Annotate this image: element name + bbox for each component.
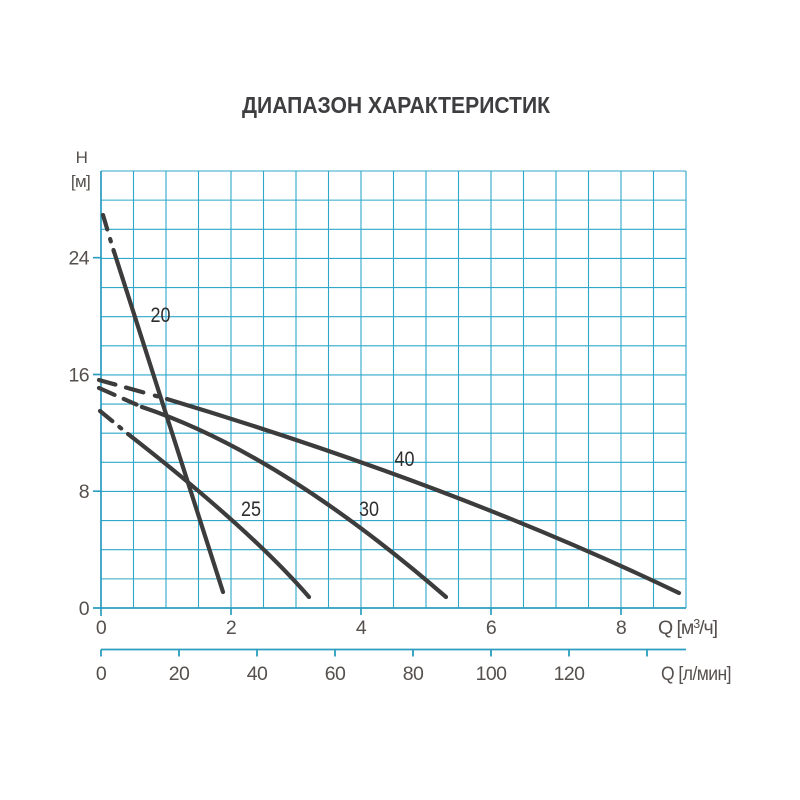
svg-text:120: 120: [554, 663, 585, 685]
svg-text:30: 30: [359, 498, 379, 521]
svg-text:Q [л/мин]: Q [л/мин]: [661, 663, 731, 685]
svg-text:80: 80: [403, 663, 424, 685]
svg-text:8: 8: [79, 481, 89, 503]
svg-text:20: 20: [151, 304, 171, 327]
svg-text:100: 100: [476, 663, 507, 685]
svg-text:20: 20: [169, 663, 190, 685]
svg-text:16: 16: [69, 365, 90, 387]
svg-text:40: 40: [395, 448, 415, 471]
svg-text:24: 24: [69, 248, 90, 270]
svg-text:4: 4: [356, 617, 367, 639]
svg-text:40: 40: [247, 663, 268, 685]
svg-text:0: 0: [96, 663, 107, 685]
svg-text:H: H: [76, 148, 88, 167]
svg-text:2: 2: [226, 617, 236, 639]
svg-text:6: 6: [486, 617, 496, 639]
svg-text:60: 60: [325, 663, 346, 685]
svg-text:0: 0: [96, 617, 107, 639]
svg-text:ДИАПАЗОН ХАРАКТЕРИСТИК: ДИАПАЗОН ХАРАКТЕРИСТИК: [242, 92, 551, 118]
svg-text:8: 8: [616, 617, 626, 639]
svg-text:25: 25: [241, 498, 261, 521]
svg-text:Q [м3/ч]: Q [м3/ч]: [658, 617, 718, 639]
svg-text:0: 0: [79, 598, 90, 620]
svg-text:[м]: [м]: [71, 172, 90, 191]
